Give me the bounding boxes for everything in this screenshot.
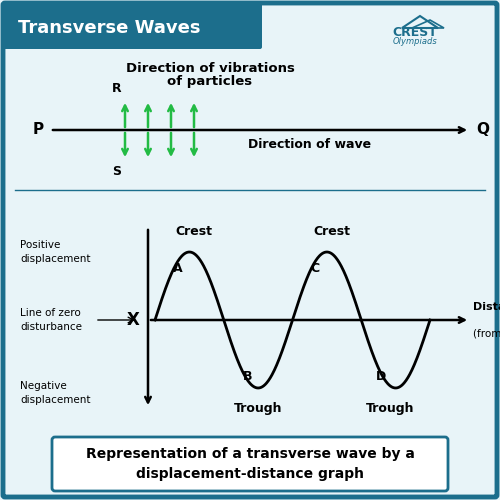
Text: Direction of wave: Direction of wave bbox=[248, 138, 372, 151]
Text: P: P bbox=[33, 122, 44, 138]
Text: X: X bbox=[127, 311, 140, 329]
Text: CREST: CREST bbox=[392, 26, 438, 38]
Text: R: R bbox=[112, 82, 122, 95]
Text: Q: Q bbox=[476, 122, 489, 138]
Text: A: A bbox=[172, 262, 182, 275]
Text: Negative
displacement: Negative displacement bbox=[20, 382, 90, 404]
FancyBboxPatch shape bbox=[3, 3, 497, 497]
Text: Line of zero
disturbance: Line of zero disturbance bbox=[20, 308, 82, 332]
Text: D: D bbox=[376, 370, 386, 383]
Text: Direction of vibrations: Direction of vibrations bbox=[126, 62, 294, 74]
Text: (from source): (from source) bbox=[473, 328, 500, 338]
Text: Trough: Trough bbox=[366, 402, 415, 415]
FancyBboxPatch shape bbox=[3, 3, 262, 49]
Text: Transverse Waves: Transverse Waves bbox=[18, 19, 201, 37]
FancyBboxPatch shape bbox=[52, 437, 448, 491]
Text: Representation of a transverse wave by a
displacement-distance graph: Representation of a transverse wave by a… bbox=[86, 447, 414, 481]
Text: B: B bbox=[244, 370, 253, 383]
Text: of particles: of particles bbox=[168, 76, 252, 88]
Text: Crest: Crest bbox=[314, 225, 350, 238]
Text: Trough: Trough bbox=[234, 402, 282, 415]
Text: Distance  →: Distance → bbox=[473, 302, 500, 312]
Text: Positive
displacement: Positive displacement bbox=[20, 240, 90, 264]
Text: C: C bbox=[310, 262, 320, 275]
Text: Crest: Crest bbox=[176, 225, 213, 238]
Text: S: S bbox=[112, 165, 121, 178]
Text: Olympiads: Olympiads bbox=[392, 38, 438, 46]
